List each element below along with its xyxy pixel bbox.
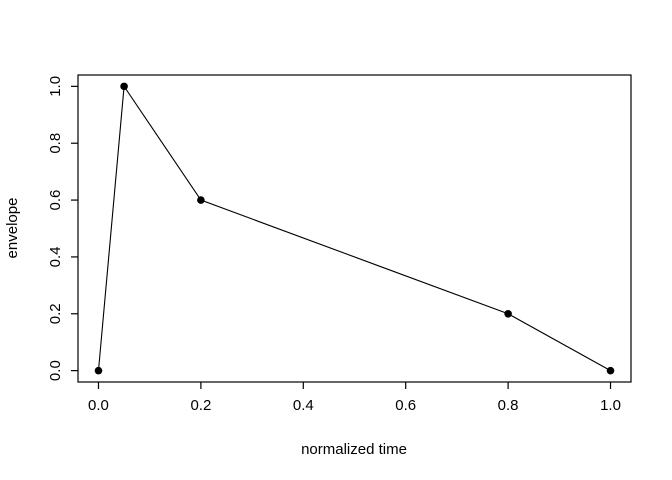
y-tick-label: 0.0 — [47, 360, 64, 381]
y-tick-label: 0.6 — [47, 190, 64, 211]
data-point — [504, 309, 512, 318]
x-tick-label: 0.6 — [395, 397, 416, 414]
data-line — [97, 84, 611, 372]
x-tick-label: 1.0 — [600, 397, 621, 414]
x-tick-label: 0.8 — [498, 397, 519, 414]
y-axis: 0.0 0.2 0.4 0.6 0.8 1.0 — [47, 76, 78, 381]
y-tick-label: 0.8 — [47, 133, 64, 154]
data-point — [606, 366, 615, 375]
data-point — [197, 196, 205, 204]
plot-box — [77, 74, 632, 383]
y-tick-label: 1.0 — [47, 76, 64, 97]
x-axis-label: normalized time — [301, 441, 407, 458]
data-point — [94, 366, 103, 375]
x-tick-label: 0.4 — [293, 397, 314, 414]
y-tick-label: 0.4 — [47, 246, 64, 267]
data-point — [120, 82, 128, 91]
x-tick-label: 0.0 — [88, 397, 109, 414]
x-axis: 0.0 0.2 0.4 0.6 0.8 1.0 — [88, 382, 621, 414]
x-tick-label: 0.2 — [190, 397, 211, 414]
y-axis-label: envelope — [4, 198, 21, 259]
data-series — [94, 82, 615, 375]
y-tick-label: 0.2 — [47, 303, 64, 324]
